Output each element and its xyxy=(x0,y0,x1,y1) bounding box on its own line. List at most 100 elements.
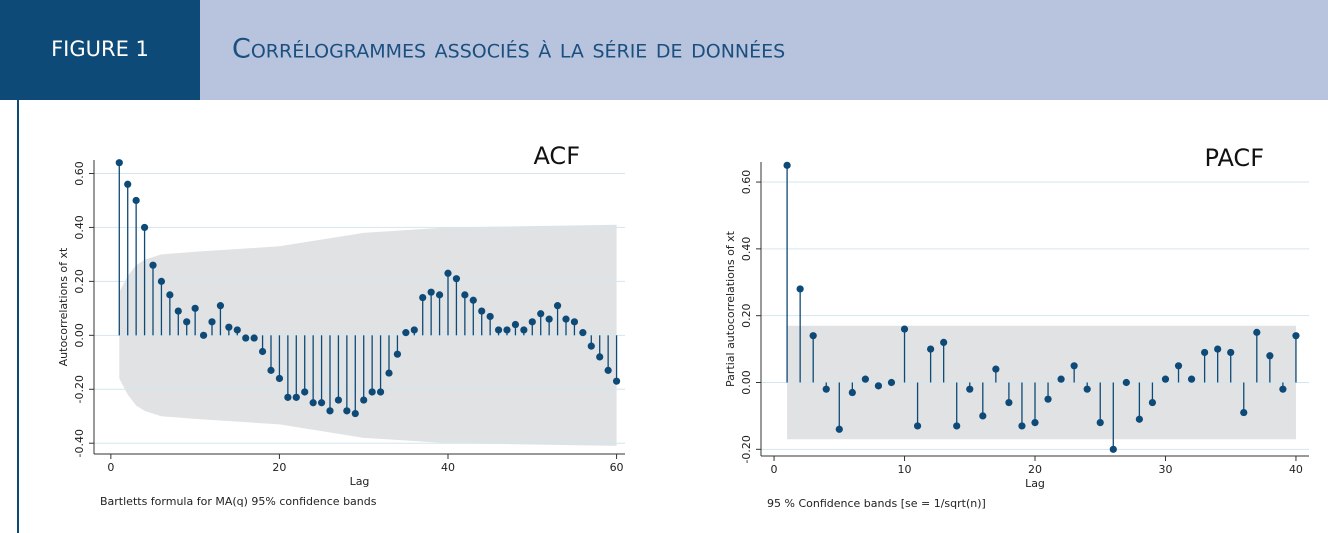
stem-marker xyxy=(360,396,368,404)
stem-marker xyxy=(1214,345,1222,353)
stem-marker xyxy=(124,180,132,188)
stem-marker xyxy=(494,326,503,334)
y-tick-label: 0.40 xyxy=(73,215,86,240)
chart-title: PACF xyxy=(1205,144,1265,172)
figure-label: FIGURE 1 xyxy=(51,37,149,61)
stem-marker xyxy=(537,310,545,318)
stem-marker xyxy=(822,385,830,393)
stem-marker xyxy=(1122,378,1130,387)
stem-marker xyxy=(1161,375,1170,383)
stem-marker xyxy=(393,350,402,358)
stem-marker xyxy=(1005,398,1013,407)
stem-marker xyxy=(452,275,461,283)
stem-marker xyxy=(520,326,528,334)
stem-marker xyxy=(402,329,410,337)
stem-marker xyxy=(1174,362,1183,370)
figure-title: Corrélogrammes associés à la série de do… xyxy=(232,34,785,65)
y-axis-label: Partial autocorrelations of xt xyxy=(724,230,737,387)
stem-marker xyxy=(419,293,427,302)
stem-marker xyxy=(992,365,1000,373)
stem-marker xyxy=(783,161,791,169)
stem-marker xyxy=(435,291,444,299)
stem-marker xyxy=(1201,348,1209,357)
stem-marker xyxy=(579,329,587,337)
x-tick-label: 40 xyxy=(441,461,455,474)
stem-marker xyxy=(835,425,843,433)
stem-marker xyxy=(874,382,883,390)
stem-marker xyxy=(376,388,385,396)
x-tick-label: 20 xyxy=(272,461,286,474)
x-tick-label: 10 xyxy=(898,463,912,476)
stem-marker xyxy=(157,277,166,285)
stem-marker xyxy=(317,399,326,407)
stem-marker xyxy=(1253,328,1261,336)
title-box xyxy=(200,0,1328,100)
stem-marker xyxy=(1187,375,1196,383)
stem-marker xyxy=(1083,385,1091,393)
stem-marker xyxy=(250,334,258,342)
y-tick-label: 0.60 xyxy=(73,161,86,186)
stem-marker xyxy=(553,302,562,310)
stem-marker xyxy=(900,325,909,333)
y-tick-label: -0.20 xyxy=(740,435,753,463)
stem-marker xyxy=(587,342,595,350)
stem-marker xyxy=(267,366,275,374)
stem-marker xyxy=(292,393,300,401)
stem-marker xyxy=(486,312,494,321)
stem-marker xyxy=(966,385,974,393)
stem-marker xyxy=(461,291,469,299)
stem-marker xyxy=(1279,385,1287,393)
stem-marker xyxy=(940,338,948,347)
x-tick-label: 0 xyxy=(771,463,778,476)
stem-marker xyxy=(953,422,961,430)
stem-marker xyxy=(225,323,233,331)
stem-marker xyxy=(604,366,612,374)
chart-note: Bartletts formula for MA(q) 95% confiden… xyxy=(100,495,377,508)
stem-marker xyxy=(511,320,520,329)
stem-marker xyxy=(861,375,869,383)
x-axis-label: Lag xyxy=(350,475,370,488)
x-tick-label: 0 xyxy=(107,461,114,474)
x-tick-label: 30 xyxy=(1158,463,1172,476)
stem-marker xyxy=(385,369,393,377)
y-tick-label: 0.60 xyxy=(740,170,753,195)
stem-marker xyxy=(1240,408,1248,417)
stem-marker xyxy=(258,347,267,356)
stem-marker xyxy=(612,377,621,385)
y-tick-label: 0.20 xyxy=(740,303,753,328)
stem-marker xyxy=(166,291,174,299)
stem-marker xyxy=(1031,418,1039,427)
y-tick-label: 0.00 xyxy=(73,323,86,348)
stem-marker xyxy=(562,315,570,323)
stem-marker xyxy=(1227,348,1235,357)
stem-marker xyxy=(368,388,376,396)
x-tick-label: 60 xyxy=(610,461,624,474)
stem-marker xyxy=(410,326,418,334)
stem-marker xyxy=(216,302,225,310)
stem-marker xyxy=(545,315,553,323)
stem-marker xyxy=(115,159,123,167)
stem-marker xyxy=(334,396,343,404)
stem-marker xyxy=(478,307,486,315)
stem-marker xyxy=(174,307,182,315)
stem-marker xyxy=(1044,395,1052,403)
stem-marker xyxy=(208,318,216,326)
y-tick-label: 0.00 xyxy=(740,370,753,395)
stem-marker xyxy=(596,353,604,361)
stem-marker xyxy=(233,326,241,334)
stem-marker xyxy=(1109,445,1117,453)
stem-marker xyxy=(132,196,140,205)
stem-marker xyxy=(848,388,856,397)
y-tick-label: 0.20 xyxy=(73,269,86,294)
x-tick-label: 40 xyxy=(1289,463,1303,476)
stem-marker xyxy=(1018,422,1026,430)
stem-marker xyxy=(503,326,511,334)
stem-marker xyxy=(796,285,804,293)
stem-marker xyxy=(1096,418,1104,427)
stem-marker xyxy=(528,318,536,326)
stem-marker xyxy=(913,422,922,430)
stem-marker xyxy=(309,399,317,407)
y-tick-label: -0.40 xyxy=(73,429,86,457)
stem-marker xyxy=(427,288,435,296)
